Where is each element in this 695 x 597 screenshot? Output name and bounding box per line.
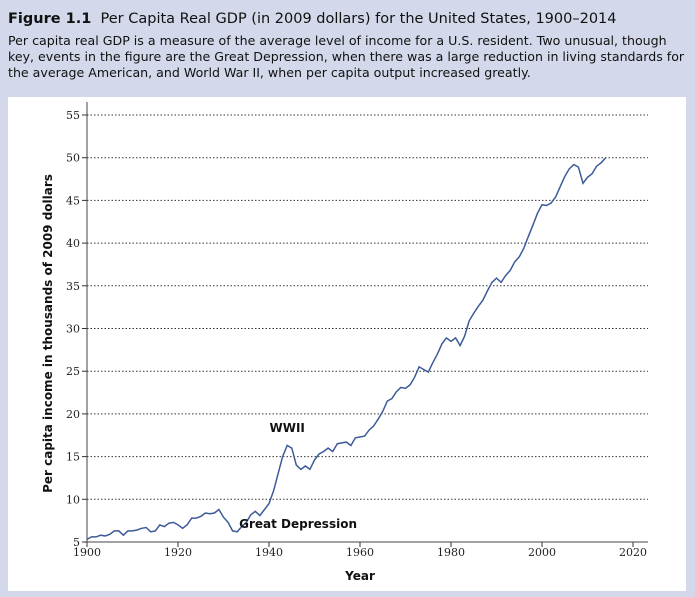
annotation-wwii: WWII xyxy=(269,421,304,435)
figure-caption: Figure 1.1 Per Capita Real GDP (in 2009 … xyxy=(8,10,688,81)
x-tick-label: 1980 xyxy=(437,546,465,559)
y-tick-label: 35 xyxy=(66,280,80,293)
plot-panel xyxy=(8,97,686,591)
figure-number: Figure 1.1 xyxy=(8,11,92,27)
x-tick-label: 1960 xyxy=(346,546,374,559)
x-tick-label: 2000 xyxy=(528,546,556,559)
y-tick-label: 15 xyxy=(66,451,80,464)
annotation-great-depression: Great Depression xyxy=(239,517,357,531)
gridlines xyxy=(87,114,648,500)
y-tick-label: 55 xyxy=(66,109,80,122)
y-tick-label: 40 xyxy=(66,237,80,250)
figure-description: Per capita real GDP is a measure of the … xyxy=(8,33,685,80)
y-tick-label: 25 xyxy=(66,365,80,378)
x-tick-label: 1940 xyxy=(255,546,283,559)
x-tick-label: 1920 xyxy=(164,546,192,559)
x-axis-label: Year xyxy=(344,569,375,583)
y-tick-label: 45 xyxy=(66,194,80,207)
figure-title: Per Capita Real GDP (in 2009 dollars) fo… xyxy=(100,11,617,27)
y-axis-label: Per capita income in thousands of 2009 d… xyxy=(41,174,55,493)
x-tick-label: 1900 xyxy=(73,546,101,559)
series-line-gdp-per-capita xyxy=(86,157,607,541)
axes xyxy=(82,102,648,547)
tick-labels: 5 10 15 20 25 30 35 40 45 50 55 1900 1920 1940 1960 198… xyxy=(66,109,647,559)
y-tick-label: 20 xyxy=(66,408,80,421)
y-tick-label: 10 xyxy=(66,493,80,506)
y-tick-label: 50 xyxy=(66,152,80,165)
y-tick-label: 5 xyxy=(73,536,80,549)
y-tick-label: 30 xyxy=(66,323,80,336)
figure-title-line: Figure 1.1 Per Capita Real GDP (in 2009 … xyxy=(8,10,688,29)
x-tick-label: 2020 xyxy=(619,546,647,559)
